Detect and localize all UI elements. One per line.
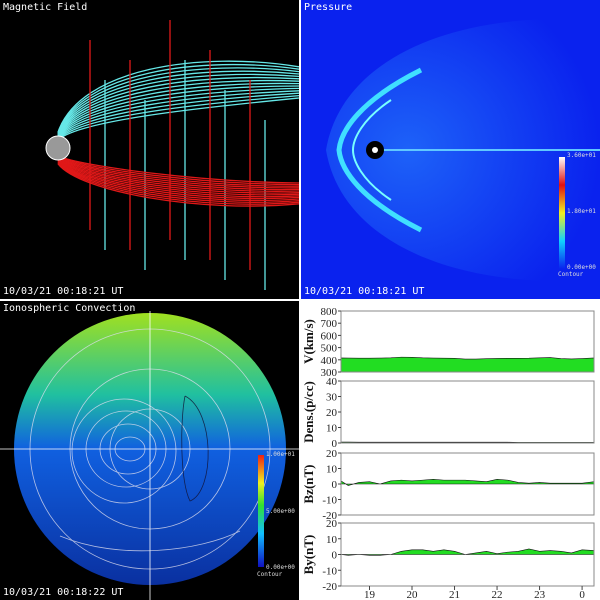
- x-tick-label: 20: [407, 589, 419, 600]
- magnetic-field-visual: [45, 20, 299, 290]
- pressure-colorbar: [559, 157, 565, 269]
- y-tick-label: 20: [326, 448, 338, 460]
- y-tick-label: -20: [322, 510, 337, 522]
- field-line: [57, 76, 299, 136]
- field-line: [57, 157, 299, 189]
- y-tick-label: 300: [321, 367, 338, 379]
- earth-icon: [45, 135, 71, 161]
- x-tick-label: 23: [534, 589, 546, 600]
- panel-title: Magnetic Field: [3, 2, 88, 13]
- field-line: [57, 94, 299, 140]
- timestamp: 10/03/21 00:18:22 UT: [3, 587, 124, 598]
- field-line: [57, 160, 299, 200]
- y-tick-label: 0: [332, 479, 338, 491]
- field-line: [57, 156, 299, 186]
- y-tick-label: 20: [326, 518, 338, 530]
- y-axis-label: V(km/s): [301, 319, 316, 364]
- y-tick-label: 20: [326, 407, 338, 419]
- magnetic-field-panel: Magnetic Field 10/03/21 00:18:21 UT: [0, 0, 299, 299]
- field-line: [57, 160, 299, 198]
- ionospheric-convection-panel: 1.00e+01 5.00e+00 0.00e+00 Contour Ionos…: [0, 301, 299, 600]
- colorbar-mid: 5.00e+00: [266, 508, 295, 515]
- field-line: [57, 157, 299, 191]
- field-line: [57, 159, 299, 196]
- field-line: [57, 70, 299, 135]
- pressure-panel: 3.60e+01 1.80e+01 0.00e+00 Contour Press…: [301, 0, 600, 299]
- y-tick-label: 10: [326, 534, 338, 546]
- field-line: [57, 97, 299, 141]
- panel-title: Pressure: [304, 2, 353, 13]
- field-line: [57, 82, 299, 137]
- series-area: [340, 479, 595, 486]
- x-tick-label: 22: [492, 589, 503, 600]
- field-line: [57, 163, 299, 207]
- y-tick-label: 500: [321, 343, 338, 355]
- timestamp: 10/03/21 00:18:21 UT: [3, 286, 124, 297]
- ionosphere-visual: [0, 311, 299, 600]
- field-line: [57, 87, 299, 138]
- field-line: [57, 85, 299, 138]
- y-tick-label: 40: [326, 376, 338, 388]
- x-tick-label: 19: [364, 589, 376, 600]
- y-axis-label: By(nT): [301, 535, 316, 575]
- field-line: [57, 159, 299, 194]
- y-tick-label: 800: [321, 306, 338, 318]
- series-area: [340, 356, 595, 373]
- field-line: [57, 60, 299, 133]
- chart-panel: 0 10 20 30 40 Dens.(p/cc): [301, 376, 595, 450]
- pressure-visual: [326, 18, 600, 282]
- y-tick-label: -10: [322, 565, 337, 577]
- colorbar-min: 0.00e+00: [567, 264, 596, 271]
- y-tick-label: -20: [322, 581, 337, 593]
- colorbar-max: 3.60e+01: [567, 152, 596, 159]
- x-tick-label: 21: [449, 589, 460, 600]
- field-line: [57, 162, 299, 203]
- y-axis-label: Dens.(p/cc): [301, 381, 316, 443]
- chart-panel: -20 -10 0 10 20 By(nT): [301, 518, 595, 593]
- field-line: [57, 158, 299, 192]
- field-line: [57, 63, 299, 134]
- solar-wind-charts: 300 400 500 600 700 800 V(km/s) 0 10 20 30 40 Dens.(…: [301, 301, 600, 600]
- field-line: [57, 92, 299, 140]
- y-tick-label: 400: [321, 355, 338, 367]
- field-line: [57, 79, 299, 137]
- y-tick-label: 10: [326, 464, 338, 476]
- field-line: [57, 155, 299, 184]
- y-tick-label: 700: [321, 318, 338, 330]
- timestamp: 10/03/21 00:18:21 UT: [304, 286, 425, 297]
- panel-title: Ionospheric Convection: [3, 303, 136, 314]
- field-line: [57, 73, 299, 135]
- y-tick-label: 600: [321, 330, 338, 342]
- field-line: [57, 90, 299, 139]
- x-tick-label: 0: [579, 589, 585, 600]
- plot-frame: [340, 310, 595, 373]
- colorbar-mid: 1.80e+01: [567, 208, 596, 215]
- y-tick-label: 0: [332, 438, 338, 450]
- plot-frame: [340, 380, 595, 444]
- ionosphere-colorbar: [258, 455, 264, 567]
- colorbar-min: 0.00e+00: [266, 564, 295, 571]
- field-line: [57, 156, 299, 187]
- y-tick-label: 10: [326, 423, 338, 435]
- field-line: [57, 67, 299, 134]
- y-tick-label: 30: [326, 392, 338, 404]
- series-area: [340, 548, 595, 556]
- colorbar-label: Contour: [257, 571, 283, 578]
- y-tick-label: -10: [322, 495, 337, 507]
- field-line: [57, 162, 299, 205]
- colorbar-label: Contour: [558, 271, 584, 278]
- colorbar-max: 1.00e+01: [266, 451, 295, 458]
- y-axis-label: Bz(nT): [301, 465, 316, 504]
- chart-panel: -20 -10 0 10 20 Bz(nT): [301, 448, 595, 522]
- field-line: [57, 161, 299, 202]
- y-tick-label: 0: [332, 550, 338, 562]
